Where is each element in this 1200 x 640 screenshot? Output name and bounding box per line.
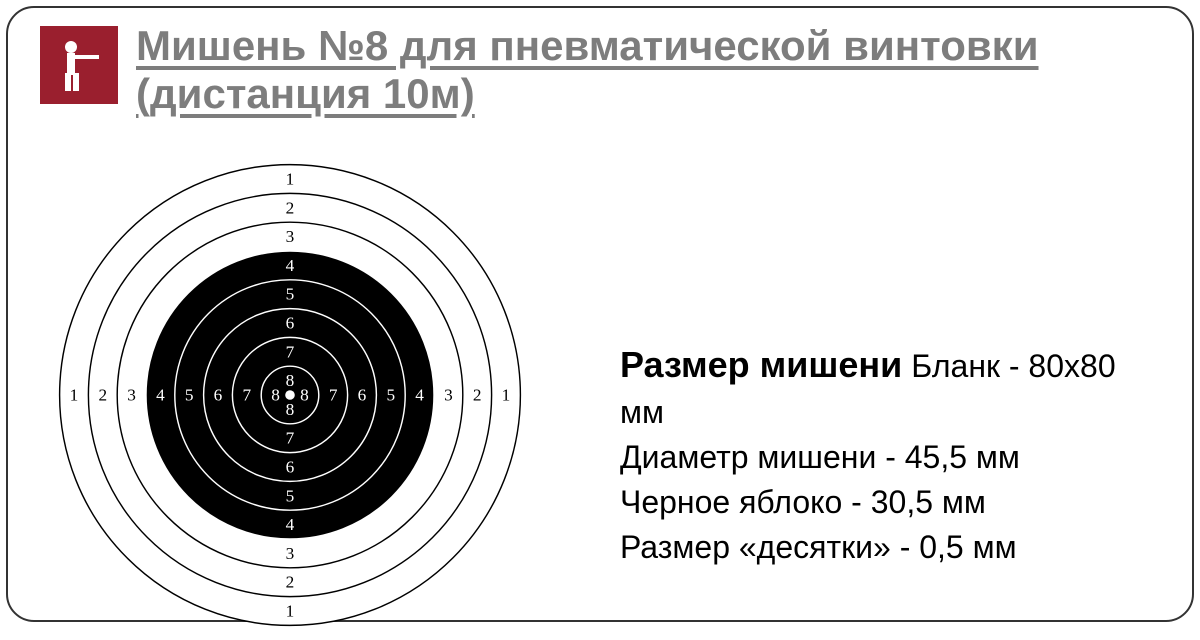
svg-text:8: 8 — [286, 371, 295, 390]
svg-text:4: 4 — [415, 386, 424, 405]
svg-text:2: 2 — [473, 386, 482, 405]
svg-text:3: 3 — [127, 386, 136, 405]
svg-text:1: 1 — [502, 386, 511, 405]
svg-text:4: 4 — [286, 515, 295, 534]
target-diagram: 11112222333344445555666677778888 — [50, 155, 530, 635]
info-line: Размер «десятки» - 0,5 мм — [620, 525, 1160, 570]
svg-text:2: 2 — [286, 198, 295, 217]
svg-text:8: 8 — [300, 386, 309, 405]
svg-text:8: 8 — [271, 386, 280, 405]
svg-text:1: 1 — [286, 170, 295, 189]
svg-text:5: 5 — [386, 386, 395, 405]
svg-text:1: 1 — [286, 602, 295, 621]
svg-text:4: 4 — [286, 256, 295, 275]
svg-text:3: 3 — [444, 386, 453, 405]
info-line: Черное яблоко - 30,5 мм — [620, 480, 1160, 525]
svg-text:6: 6 — [358, 386, 367, 405]
svg-text:7: 7 — [242, 386, 251, 405]
svg-text:1: 1 — [70, 386, 79, 405]
svg-text:5: 5 — [286, 486, 295, 505]
shooter-icon — [40, 26, 118, 104]
svg-text:5: 5 — [286, 285, 295, 304]
svg-text:2: 2 — [98, 386, 107, 405]
svg-text:4: 4 — [156, 386, 165, 405]
svg-text:7: 7 — [329, 386, 338, 405]
info-line: Диаметр мишени - 45,5 мм — [620, 435, 1160, 480]
svg-text:6: 6 — [214, 386, 223, 405]
svg-text:2: 2 — [286, 573, 295, 592]
page-title: Мишень №8 для пневматической винтовки (д… — [136, 22, 1160, 119]
header: Мишень №8 для пневматической винтовки (д… — [40, 22, 1160, 119]
svg-text:6: 6 — [286, 314, 295, 333]
info-panel: Размер мишени Бланк - 80х80 мм Диаметр м… — [620, 340, 1160, 570]
svg-text:7: 7 — [286, 429, 295, 448]
svg-text:7: 7 — [286, 342, 295, 361]
info-heading: Размер мишени — [620, 344, 902, 385]
svg-text:6: 6 — [286, 458, 295, 477]
svg-text:5: 5 — [185, 386, 194, 405]
svg-text:3: 3 — [286, 227, 295, 246]
svg-text:8: 8 — [286, 400, 295, 419]
svg-text:3: 3 — [286, 544, 295, 563]
